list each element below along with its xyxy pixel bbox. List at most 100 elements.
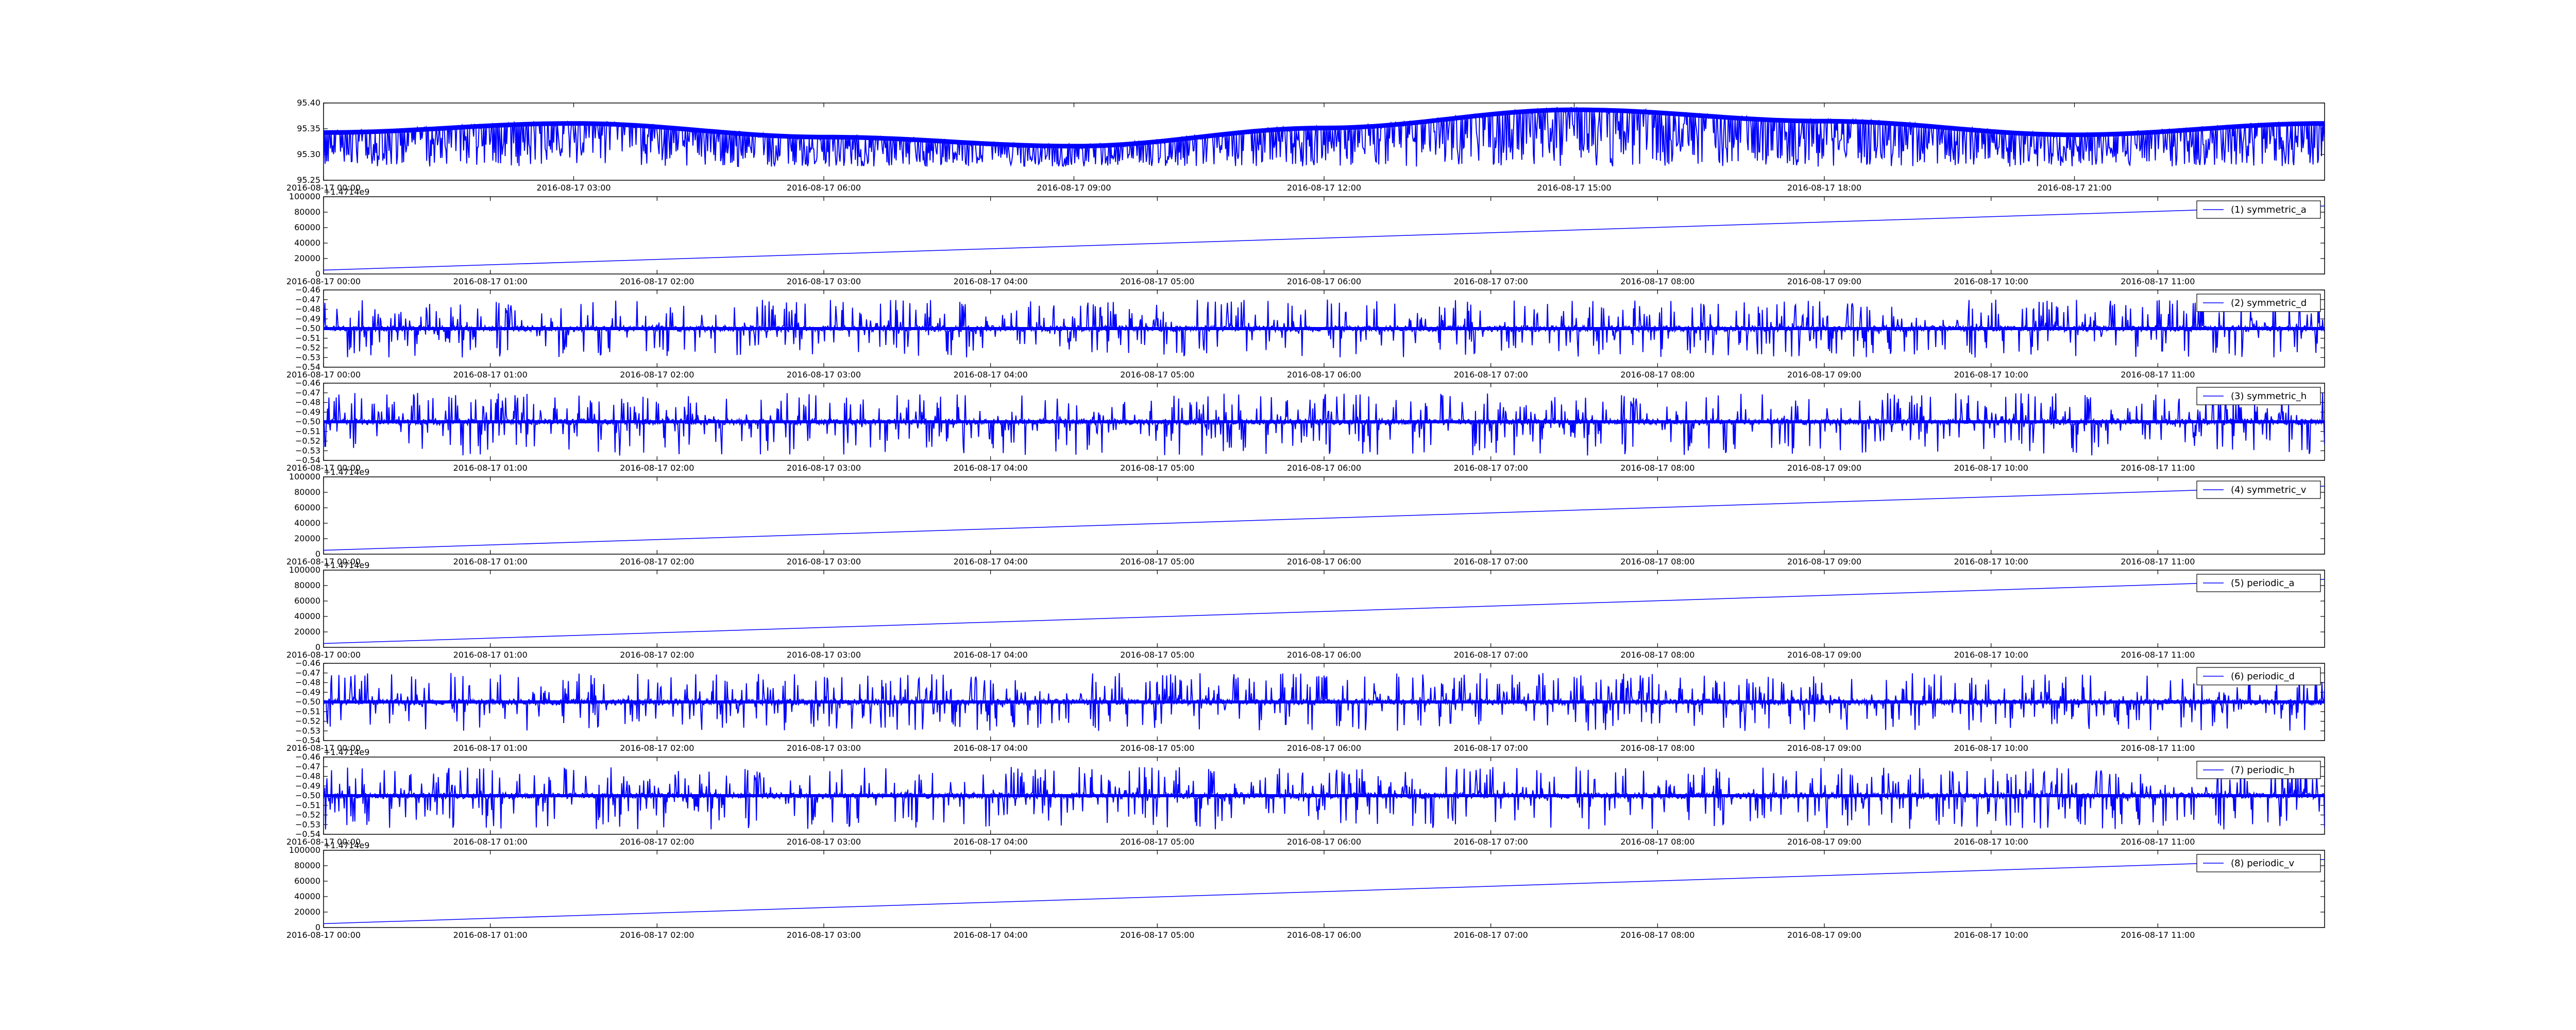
y-tick-label: 20000 xyxy=(294,627,320,637)
legend-label: (3) symmetric_h xyxy=(2231,391,2307,402)
y-tick-label: 0 xyxy=(315,549,320,559)
x-tick-label: 2016-08-17 01:00 xyxy=(453,837,528,847)
y-tick-label: 100000 xyxy=(289,192,320,201)
legend: (7) periodic_h xyxy=(2196,761,2321,779)
x-tick-label: 2016-08-17 03:00 xyxy=(787,650,861,660)
y-tick-label: 100000 xyxy=(289,845,320,855)
x-tick-label: 2016-08-17 06:00 xyxy=(1287,930,1361,940)
y-tick-label: −0.54 xyxy=(295,829,320,839)
legend: (6) periodic_d xyxy=(2196,667,2321,685)
x-tick-label: 2016-08-17 02:00 xyxy=(620,743,694,753)
y-tick-label: 0 xyxy=(315,642,320,652)
x-tick-label: 2016-08-17 02:00 xyxy=(620,650,694,660)
x-tick-label: 2016-08-17 03:00 xyxy=(787,277,861,286)
y-tick-label: −0.48 xyxy=(295,304,320,314)
y-tick-label: −0.52 xyxy=(295,716,320,726)
x-tick-label: 2016-08-17 08:00 xyxy=(1620,370,1694,380)
y-tick-label: 40000 xyxy=(294,518,320,528)
series-line xyxy=(324,486,2325,551)
x-tick-label: 2016-08-17 05:00 xyxy=(1120,743,1194,753)
y-tick-label: −0.53 xyxy=(295,726,320,735)
x-tick-label: 2016-08-17 06:00 xyxy=(1287,370,1361,380)
legend: (5) periodic_a xyxy=(2196,574,2321,592)
x-tick-label: 2016-08-17 00:00 xyxy=(286,743,361,753)
y-tick-label: 60000 xyxy=(294,503,320,512)
x-tick-label: 2016-08-17 02:00 xyxy=(620,837,694,847)
legend: (1) symmetric_a xyxy=(2196,200,2321,219)
x-tick-label: 2016-08-17 04:00 xyxy=(954,743,1028,753)
x-tick-label: 2016-08-17 03:00 xyxy=(787,463,861,473)
y-tick-label: 100000 xyxy=(289,472,320,482)
x-tick-label: 2016-08-17 07:00 xyxy=(1454,557,1528,566)
legend-label: (1) symmetric_a xyxy=(2231,204,2307,215)
y-tick-label: −0.51 xyxy=(295,800,320,810)
x-tick-label: 2016-08-17 07:00 xyxy=(1454,650,1528,660)
y-tick-label: −0.47 xyxy=(295,295,320,304)
subplot-3: −0.46−0.47−0.48−0.49−0.50−0.51−0.52−0.53… xyxy=(286,285,2325,380)
y-tick-label: 40000 xyxy=(294,238,320,248)
axes-frame xyxy=(323,476,2325,555)
y-tick-label: −0.54 xyxy=(295,455,320,465)
series-line xyxy=(324,392,2325,456)
x-tick-label: 2016-08-17 11:00 xyxy=(2121,463,2195,473)
y-tick-label: 0 xyxy=(315,922,320,932)
x-tick-label: 2016-08-17 05:00 xyxy=(1120,463,1194,473)
x-tick-label: 2016-08-17 09:00 xyxy=(1787,930,1861,940)
x-tick-label: 2016-08-17 06:00 xyxy=(1287,463,1361,473)
x-tick-label: 2016-08-17 21:00 xyxy=(2037,183,2111,193)
x-tick-label: 2016-08-17 05:00 xyxy=(1120,930,1194,940)
x-tick-label: 2016-08-17 01:00 xyxy=(453,463,528,473)
y-tick-label: −0.48 xyxy=(295,771,320,781)
x-tick-label: 2016-08-17 08:00 xyxy=(1620,557,1694,566)
y-tick-label: 80000 xyxy=(294,580,320,590)
x-tick-label: 2016-08-17 03:00 xyxy=(787,837,861,847)
y-tick-label: 40000 xyxy=(294,611,320,621)
y-tick-label: 20000 xyxy=(294,253,320,263)
y-tick-label: 95.30 xyxy=(297,149,320,159)
x-tick-label: 2016-08-17 08:00 xyxy=(1620,743,1694,753)
x-tick-label: 2016-08-17 03:00 xyxy=(787,557,861,566)
x-tick-label: 2016-08-17 08:00 xyxy=(1620,650,1694,660)
x-tick-label: 2016-08-17 11:00 xyxy=(2121,370,2195,380)
x-tick-label: 2016-08-17 00:00 xyxy=(286,650,361,660)
x-tick-label: 2016-08-17 11:00 xyxy=(2121,743,2195,753)
x-tick-label: 2016-08-17 05:00 xyxy=(1120,557,1194,566)
x-tick-label: 2016-08-17 01:00 xyxy=(453,650,528,660)
y-tick-label: −0.47 xyxy=(295,388,320,398)
x-tick-label: 2016-08-17 06:00 xyxy=(1287,837,1361,847)
x-tick-label: 2016-08-17 04:00 xyxy=(954,463,1028,473)
axis-offset-label: +1.4714e9 xyxy=(324,840,369,850)
y-tick-label: 95.35 xyxy=(297,124,320,133)
series-line xyxy=(324,106,2325,167)
y-tick-label: −0.53 xyxy=(295,445,320,455)
y-tick-label: −0.46 xyxy=(295,752,320,762)
x-tick-label: 2016-08-17 09:00 xyxy=(1787,277,1861,286)
x-tick-label: 2016-08-17 00:00 xyxy=(286,930,361,940)
x-tick-label: 2016-08-17 00:00 xyxy=(286,183,361,193)
y-tick-label: −0.46 xyxy=(295,658,320,668)
x-tick-label: 2016-08-17 00:00 xyxy=(286,370,361,380)
x-tick-label: 2016-08-17 06:00 xyxy=(1287,277,1361,286)
axes-frame xyxy=(323,196,2325,274)
y-tick-label: 95.40 xyxy=(297,98,320,108)
x-tick-label: 2016-08-17 01:00 xyxy=(453,277,528,286)
y-tick-label: −0.48 xyxy=(295,678,320,688)
series-line xyxy=(324,859,2325,924)
y-tick-label: −0.51 xyxy=(295,707,320,716)
x-tick-label: 2016-08-17 03:00 xyxy=(787,743,861,753)
x-tick-label: 2016-08-17 01:00 xyxy=(453,370,528,380)
y-tick-label: −0.52 xyxy=(295,343,320,353)
x-tick-label: 2016-08-17 09:00 xyxy=(1787,463,1861,473)
x-tick-label: 2016-08-17 02:00 xyxy=(620,463,694,473)
legend-label: (5) periodic_a xyxy=(2231,578,2295,589)
x-tick-label: 2016-08-17 00:00 xyxy=(286,837,361,847)
x-tick-label: 2016-08-17 07:00 xyxy=(1454,370,1528,380)
x-tick-label: 2016-08-17 12:00 xyxy=(1287,183,1361,193)
y-tick-label: −0.53 xyxy=(295,819,320,829)
x-tick-label: 2016-08-17 10:00 xyxy=(1954,837,2028,847)
x-tick-label: 2016-08-17 10:00 xyxy=(1954,370,2028,380)
axis-offset-label: +1.4714e9 xyxy=(324,187,369,197)
x-tick-label: 2016-08-17 09:00 xyxy=(1787,650,1861,660)
x-tick-label: 2016-08-17 09:00 xyxy=(1787,743,1861,753)
y-tick-label: −0.54 xyxy=(295,735,320,745)
